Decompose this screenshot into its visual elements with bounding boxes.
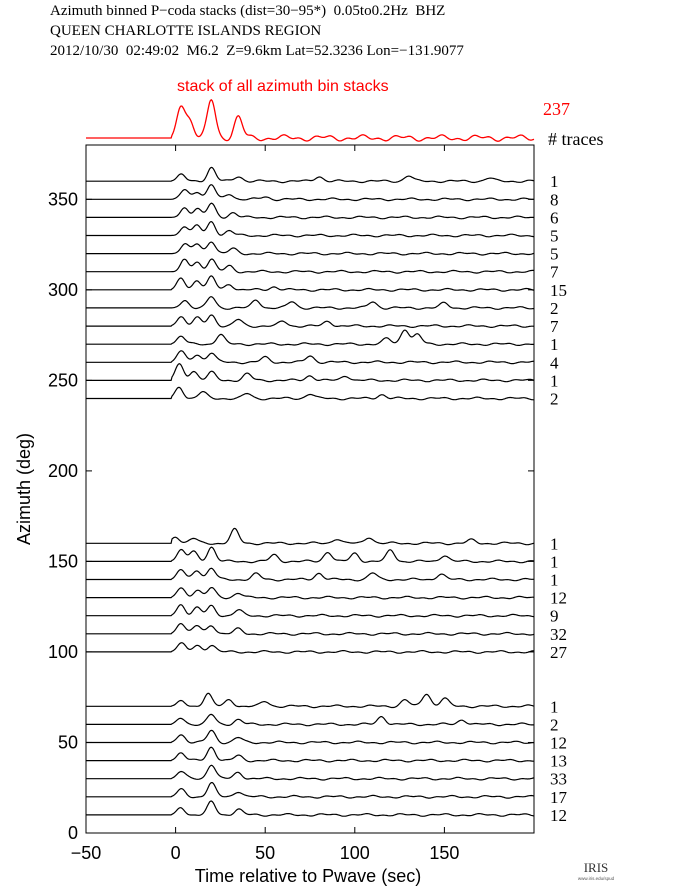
trace-azimuth-340 [86,202,535,220]
trace-azimuth-330 [86,220,534,238]
trace-count-label: 33 [550,770,567,789]
trace-count-label: 12 [550,734,567,753]
trace-count-label: 1 [550,571,559,590]
trace-azimuth-150 [86,546,535,564]
trace-count-label: 1 [550,534,559,553]
summary-stack-count: 237 [543,99,570,119]
trace-count-label: 5 [550,245,559,264]
trace-azimuth-300 [86,275,535,292]
trace-azimuth-50 [86,729,535,745]
trace-azimuth-40 [86,746,534,763]
trace-azimuth-280 [86,314,535,328]
summary-stack-trace [86,98,535,142]
y-tick-label: 200 [48,461,78,481]
trace-azimuth-360 [86,166,535,184]
trace-count-label: 1 [550,335,559,354]
y-tick-label: 350 [48,189,78,209]
trace-azimuth-320 [86,241,535,256]
x-axis-label: Time relative to Pwave (sec) [195,866,421,886]
trace-azimuth-10 [86,800,535,817]
y-tick-label: 50 [58,732,78,752]
trace-count-label: 4 [550,353,559,372]
trace-count-label: 8 [550,190,559,209]
y-tick-label: 300 [48,280,78,300]
trace-count-label: 7 [550,317,559,336]
trace-count-label: 1 [550,172,559,191]
trace-azimuth-120 [86,604,535,618]
plot-frame [85,144,535,834]
chart-title-line-1: Azimuth binned P−coda stacks (dist=30−95… [50,3,446,19]
trace-count-label: 1 [550,552,559,571]
trace-azimuth-160 [86,527,535,546]
trace-azimuth-140 [86,567,535,582]
trace-azimuth-260 [86,350,535,365]
summary-stack-group [86,98,535,142]
trace-azimuth-60 [86,713,535,727]
trace-count-label: 2 [550,390,559,409]
x-tick-label: −50 [71,843,102,863]
trace-azimuth-110 [86,622,535,636]
trace-count-label: 17 [550,788,568,807]
trace-count-label: 7 [550,263,559,282]
trace-count-label: 12 [550,589,567,608]
trace-azimuth-20 [86,782,535,799]
trace-azimuth-310 [86,258,535,274]
x-tick-label: 100 [340,843,370,863]
iris-logo-text: IRIS [584,860,609,875]
trace-count-label: 13 [550,752,567,771]
trace-count-header: # traces [548,129,603,149]
trace-azimuth-350 [86,184,535,202]
trace-count-label: 1 [550,371,559,390]
trace-azimuth-250 [86,363,535,383]
trace-azimuth-30 [86,764,535,781]
x-tick-label: 0 [171,843,181,863]
chart-title-line-2: QUEEN CHARLOTTE ISLANDS REGION [50,23,322,39]
trace-count-label: 12 [550,806,567,825]
trace-azimuth-130 [86,587,535,600]
trace-count-label: 2 [550,715,559,734]
y-axis-label: Azimuth (deg) [14,433,34,545]
trace-group [86,166,535,817]
trace-azimuth-70 [86,692,535,709]
trace-count-label: 15 [550,281,567,300]
y-tick-label: 250 [48,370,78,390]
iris-logo: IRIS www.iris.edu/spud [578,860,615,881]
y-tick-label: 0 [68,823,78,843]
trace-count-label: 32 [550,625,567,644]
x-tick-label: 50 [255,843,275,863]
iris-logo-subtext: www.iris.edu/spud [578,876,615,881]
trace-count-label: 6 [550,208,559,227]
y-tick-label: 150 [48,551,78,571]
trace-count-label: 2 [550,299,559,318]
trace-azimuth-240 [86,386,534,401]
trace-count-label: 5 [550,227,559,246]
y-tick-label: 100 [48,642,78,662]
trace-azimuth-270 [86,329,535,347]
trace-azimuth-290 [86,296,535,310]
trace-count-label: 1 [550,697,559,716]
x-tick-label: 150 [429,843,459,863]
trace-count-label: 27 [550,643,568,662]
chart-title-line-3: 2012/10/30 02:49:02 M6.2 Z=9.6km Lat=52.… [50,43,464,59]
trace-count-label: 9 [550,607,559,626]
trace-azimuth-100 [86,642,535,654]
summary-stack-label: stack of all azimuth bin stacks [177,78,389,95]
